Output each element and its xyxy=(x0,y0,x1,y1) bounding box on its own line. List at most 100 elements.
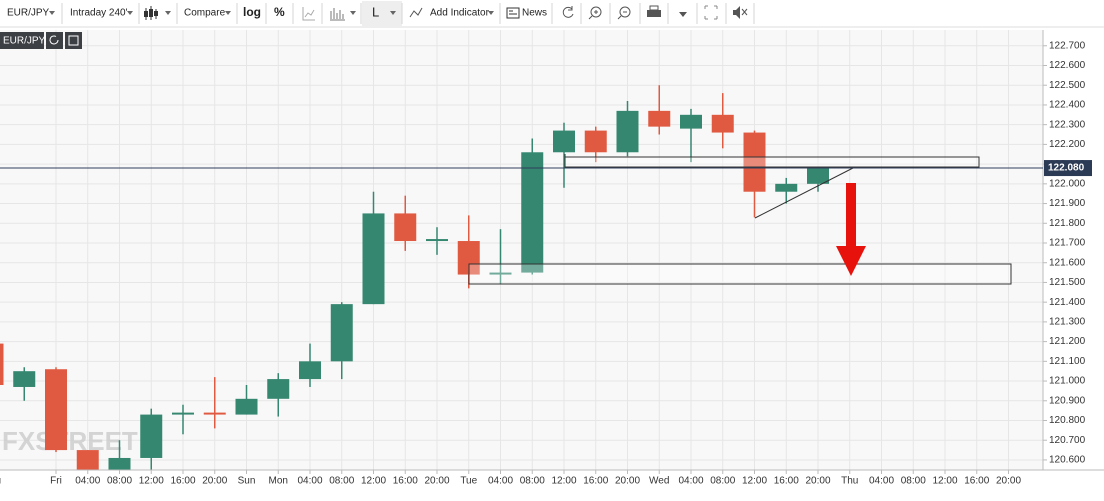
y-axis-area xyxy=(1043,30,1104,470)
y-tick-label: 122.400 xyxy=(1049,100,1086,111)
x-tick-label: Mon xyxy=(269,476,288,487)
x-tick-label: Thu xyxy=(841,476,858,487)
print-icon[interactable] xyxy=(647,10,661,17)
x-tick-label: 12:00 xyxy=(139,476,164,487)
indicator-icon xyxy=(409,7,423,18)
settings-icon xyxy=(68,35,79,46)
interval-button[interactable]: Intraday 240' xyxy=(70,8,133,19)
x-tick-label: 20:00 xyxy=(996,476,1021,487)
zoom-in-icon-lines xyxy=(588,10,598,20)
symbol-button[interactable]: EUR/JPY xyxy=(7,8,55,19)
x-tick-label: 08:00 xyxy=(710,476,735,487)
fullscreen-icon[interactable] xyxy=(704,5,718,20)
reload-button[interactable] xyxy=(46,32,63,49)
line-type-bg[interactable] xyxy=(362,1,402,26)
candle-body xyxy=(235,398,258,415)
candle-body xyxy=(203,412,226,415)
y-tick-label: 121.100 xyxy=(1049,356,1086,367)
compare-button[interactable]: Compare xyxy=(184,8,231,19)
arrow-shaft xyxy=(846,183,856,248)
red-arrow xyxy=(836,183,866,276)
x-tick-label: 08:00 xyxy=(107,476,132,487)
news-label: News xyxy=(522,8,547,19)
candle-body xyxy=(489,272,512,275)
candle-icon-body xyxy=(154,11,158,16)
bars-icon[interactable] xyxy=(330,8,345,21)
candle-body xyxy=(45,369,67,451)
dropdown-arrow xyxy=(49,11,55,15)
print-icon-paper xyxy=(649,5,659,11)
candle-body xyxy=(76,450,99,470)
candle-body xyxy=(330,304,353,362)
x-tick-label: 12:00 xyxy=(551,476,576,487)
x-tick-label: Tue xyxy=(460,476,477,487)
candle-icon-body xyxy=(144,11,148,17)
zoom-out-icon-lines xyxy=(617,11,627,20)
x-tick-label: 16:00 xyxy=(964,476,989,487)
trend-line xyxy=(754,167,854,219)
candle-body xyxy=(394,213,417,242)
zone-rect xyxy=(468,263,1012,285)
y-tick-label: 122.000 xyxy=(1049,178,1086,189)
x-tick-label: 16:00 xyxy=(393,476,418,487)
zoom-out-icon[interactable] xyxy=(619,6,631,18)
dropdown-arrow xyxy=(127,11,133,15)
x-tick-label: 20:00 xyxy=(805,476,830,487)
candle-body xyxy=(616,110,639,153)
x-tick-label: 04:00 xyxy=(297,476,322,487)
symbol-label: EUR/JPY xyxy=(7,8,50,19)
candle-body xyxy=(13,371,36,387)
y-tick-label: 121.300 xyxy=(1049,317,1086,328)
dropdown-arrow xyxy=(225,11,231,15)
y-tick-label: 121.200 xyxy=(1049,336,1086,347)
x-tick-label: Sun xyxy=(238,476,256,487)
x-tick-label: 04:00 xyxy=(678,476,703,487)
mute-icon-x xyxy=(741,8,748,16)
png-icon[interactable] xyxy=(679,12,687,17)
zoom-in-icon[interactable] xyxy=(590,6,602,18)
refresh-icon[interactable] xyxy=(562,6,574,18)
candle-body xyxy=(457,241,480,275)
percent-button[interactable]: % xyxy=(274,5,285,19)
dropdown-arrow xyxy=(350,11,356,15)
arrow-head xyxy=(836,246,866,276)
candle-body xyxy=(743,132,766,192)
toolbar: EUR/JPY Intraday 240' Compare log % L Ad… xyxy=(0,0,1104,28)
chart-type-button[interactable] xyxy=(144,6,171,20)
x-tick-label: 12:00 xyxy=(932,476,957,487)
settings-button[interactable] xyxy=(65,32,82,49)
y-tick-label: 122.500 xyxy=(1049,80,1086,91)
log-button[interactable]: log xyxy=(243,5,261,19)
candle-icon-body xyxy=(149,9,153,17)
y-tick-label: 121.800 xyxy=(1049,218,1086,229)
indicator-label: Add Indicator xyxy=(430,8,490,19)
x-tick-label: 04:00 xyxy=(869,476,894,487)
candle-body xyxy=(362,213,385,305)
x-tick-label: 20:00 xyxy=(202,476,227,487)
y-tick-label: 122.200 xyxy=(1049,139,1086,150)
compare-label: Compare xyxy=(184,8,226,19)
dropdown-arrow xyxy=(488,11,494,15)
chart-icon[interactable] xyxy=(302,7,315,21)
mute-icon[interactable] xyxy=(733,6,740,19)
x-tick-label: 16:00 xyxy=(170,476,195,487)
x-tick-label: 12:00 xyxy=(361,476,386,487)
y-tick-label: 120.800 xyxy=(1049,415,1086,426)
y-tick-label: 121.700 xyxy=(1049,238,1086,249)
watermark: FXSTREET xyxy=(2,426,138,456)
x-tick-label: 04:00 xyxy=(488,476,513,487)
candle-body xyxy=(267,379,290,399)
candle-body xyxy=(680,114,702,129)
candle-body xyxy=(426,239,448,242)
y-tick-label: 121.900 xyxy=(1049,198,1086,209)
x-tick-label: 16:00 xyxy=(583,476,608,487)
x-tick-label: Wed xyxy=(649,476,669,487)
candle-body xyxy=(807,168,829,184)
indicator-button[interactable]: Add Indicator xyxy=(409,7,494,19)
y-tick-label: 122.600 xyxy=(1049,60,1086,71)
y-tick-label: 120.700 xyxy=(1049,435,1086,446)
x-tick-label: Fri xyxy=(50,476,62,487)
news-icon-lines xyxy=(509,10,517,15)
news-button[interactable]: News xyxy=(506,7,547,19)
